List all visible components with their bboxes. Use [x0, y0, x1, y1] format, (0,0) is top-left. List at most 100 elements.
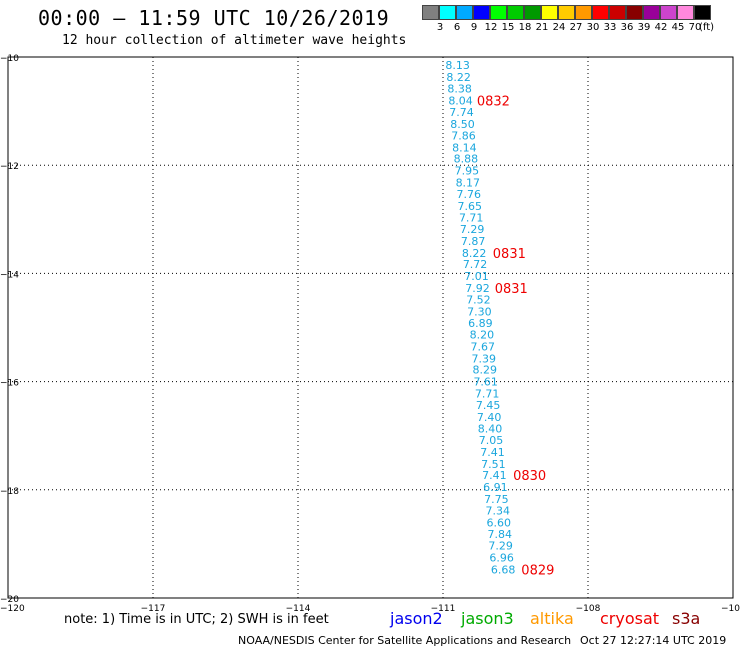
legend-bin-label: 6: [453, 22, 461, 33]
wave-height-value: 7.29: [460, 223, 485, 236]
pass-time-label: 0829: [521, 563, 554, 578]
legend-bin-label: 3: [436, 22, 444, 33]
legend-swatch: [592, 5, 609, 20]
wave-height-value: 7.29: [488, 540, 513, 553]
wave-height-value: 6.68: [491, 563, 515, 576]
wave-height-value: 8.40: [478, 423, 503, 436]
wave-height-value: 7.86: [451, 129, 476, 142]
legend-swatch: [507, 5, 524, 20]
wave-height-value: 7.65: [458, 200, 483, 213]
pass-time-label: 0831: [495, 282, 528, 297]
wave-height-value: 7.72: [463, 258, 488, 271]
legend-bin-label: 42: [654, 22, 668, 33]
wave-height-value: 8.29: [472, 364, 497, 377]
legend-swatch: [609, 5, 626, 20]
pass-time-label: 0831: [493, 247, 526, 262]
wave-height-value: 7.39: [472, 352, 497, 365]
wave-height-value: 8.22: [462, 247, 487, 260]
wave-height-value: 6.89: [468, 317, 493, 330]
legend-swatch: [626, 5, 643, 20]
legend-swatch: [660, 5, 677, 20]
legend-bin-label: 12: [484, 22, 498, 33]
generation-timestamp: Oct 27 12:27:14 UTC 2019: [580, 634, 727, 647]
pass-time-label: 0830: [513, 469, 546, 484]
x-tick-label: −108: [576, 604, 601, 614]
wave-height-value: 7.01: [464, 270, 489, 283]
legend-bin-label: 27: [569, 22, 583, 33]
legend-swatch: [643, 5, 660, 20]
legend-bin-label: 24: [552, 22, 566, 33]
wave-height-value: 7.95: [455, 165, 480, 178]
wave-height-value: 8.38: [447, 82, 472, 95]
wave-height-value: 8.88: [454, 153, 479, 166]
wave-height-value: 8.50: [450, 118, 475, 131]
wave-height-value: 8.20: [470, 329, 495, 342]
wave-height-value: 6.96: [489, 551, 514, 564]
legend-swatch: [422, 5, 439, 20]
legend-bin-label: 36: [620, 22, 634, 33]
legend-swatch: [541, 5, 558, 20]
wave-height-value: 7.40: [477, 411, 502, 424]
legend-swatch: [558, 5, 575, 20]
legend-swatch: [694, 5, 711, 20]
wave-height-value: 7.34: [486, 504, 511, 517]
wave-height-value: 7.76: [457, 188, 482, 201]
wave-height-value: 8.14: [452, 141, 477, 154]
wave-height-value: 7.45: [476, 399, 501, 412]
footer-note: note: 1) Time is in UTC; 2) SWH is in fe…: [64, 612, 329, 627]
credit-text: NOAA/NESDIS Center for Satellite Applica…: [238, 634, 572, 647]
x-tick-label: −10: [721, 604, 740, 614]
legend-swatch: [490, 5, 507, 20]
x-tick-label: −111: [431, 604, 456, 614]
satellite-jason2: jason2: [390, 609, 443, 628]
x-tick-label: −120: [0, 604, 25, 614]
satellite-jason3: jason3: [461, 609, 514, 628]
x-tick-label: −114: [286, 604, 311, 614]
legend-swatch: [473, 5, 490, 20]
legend-bin-label: 30: [586, 22, 600, 33]
legend-bin-label: 9: [470, 22, 478, 33]
wave-height-value: 8.22: [446, 71, 471, 84]
legend-bin-label: 33: [603, 22, 617, 33]
wave-height-value: 7.51: [481, 458, 506, 471]
wave-height-value: 7.52: [466, 293, 491, 306]
wave-height-value: 8.13: [445, 59, 470, 72]
x-tick-label: −117: [141, 604, 166, 614]
y-tick-label: −12: [0, 162, 19, 172]
y-tick-label: −20: [0, 595, 19, 605]
y-tick-label: −10: [0, 54, 19, 64]
satellite-cryosat: cryosat: [600, 609, 660, 628]
legend-bin-label: 18: [518, 22, 532, 33]
plot-frame: [7, 56, 734, 599]
legend-bin-label: 45: [671, 22, 685, 33]
legend-swatch: [524, 5, 541, 20]
legend-swatch: [677, 5, 694, 20]
legend-bin-label: 15: [501, 22, 515, 33]
wave-height-value: 7.71: [459, 212, 484, 225]
wave-height-value: 7.92: [465, 282, 490, 295]
chart-subtitle: 12 hour collection of altimeter wave hei…: [62, 33, 407, 48]
legend-unit: (ft): [699, 22, 715, 33]
satellite-altika: altika: [530, 609, 574, 628]
legend-swatch: [575, 5, 592, 20]
y-tick-label: −14: [0, 270, 19, 280]
wave-height-value: 6.91: [483, 481, 508, 494]
wave-height-value: 7.67: [471, 340, 496, 353]
wave-height-value: 7.84: [487, 528, 512, 541]
wave-height-value: 7.87: [461, 235, 486, 248]
wave-height-value: 7.05: [479, 434, 504, 447]
legend-bin-label: 70: [688, 22, 702, 33]
wave-height-value: 7.41: [480, 446, 505, 459]
wave-height-value: 7.30: [467, 305, 492, 318]
wave-height-value: 7.41: [482, 469, 507, 482]
wave-height-value: 8.17: [456, 177, 481, 190]
legend-swatch: [456, 5, 473, 20]
wave-height-value: 7.75: [484, 493, 509, 506]
y-tick-label: −16: [0, 379, 19, 389]
wave-height-value: 7.71: [475, 388, 500, 401]
legend-bin-label: 21: [535, 22, 549, 33]
pass-time-label: 0832: [477, 94, 510, 109]
y-tick-label: −18: [0, 487, 19, 497]
wave-height-value: 6.60: [487, 516, 512, 529]
